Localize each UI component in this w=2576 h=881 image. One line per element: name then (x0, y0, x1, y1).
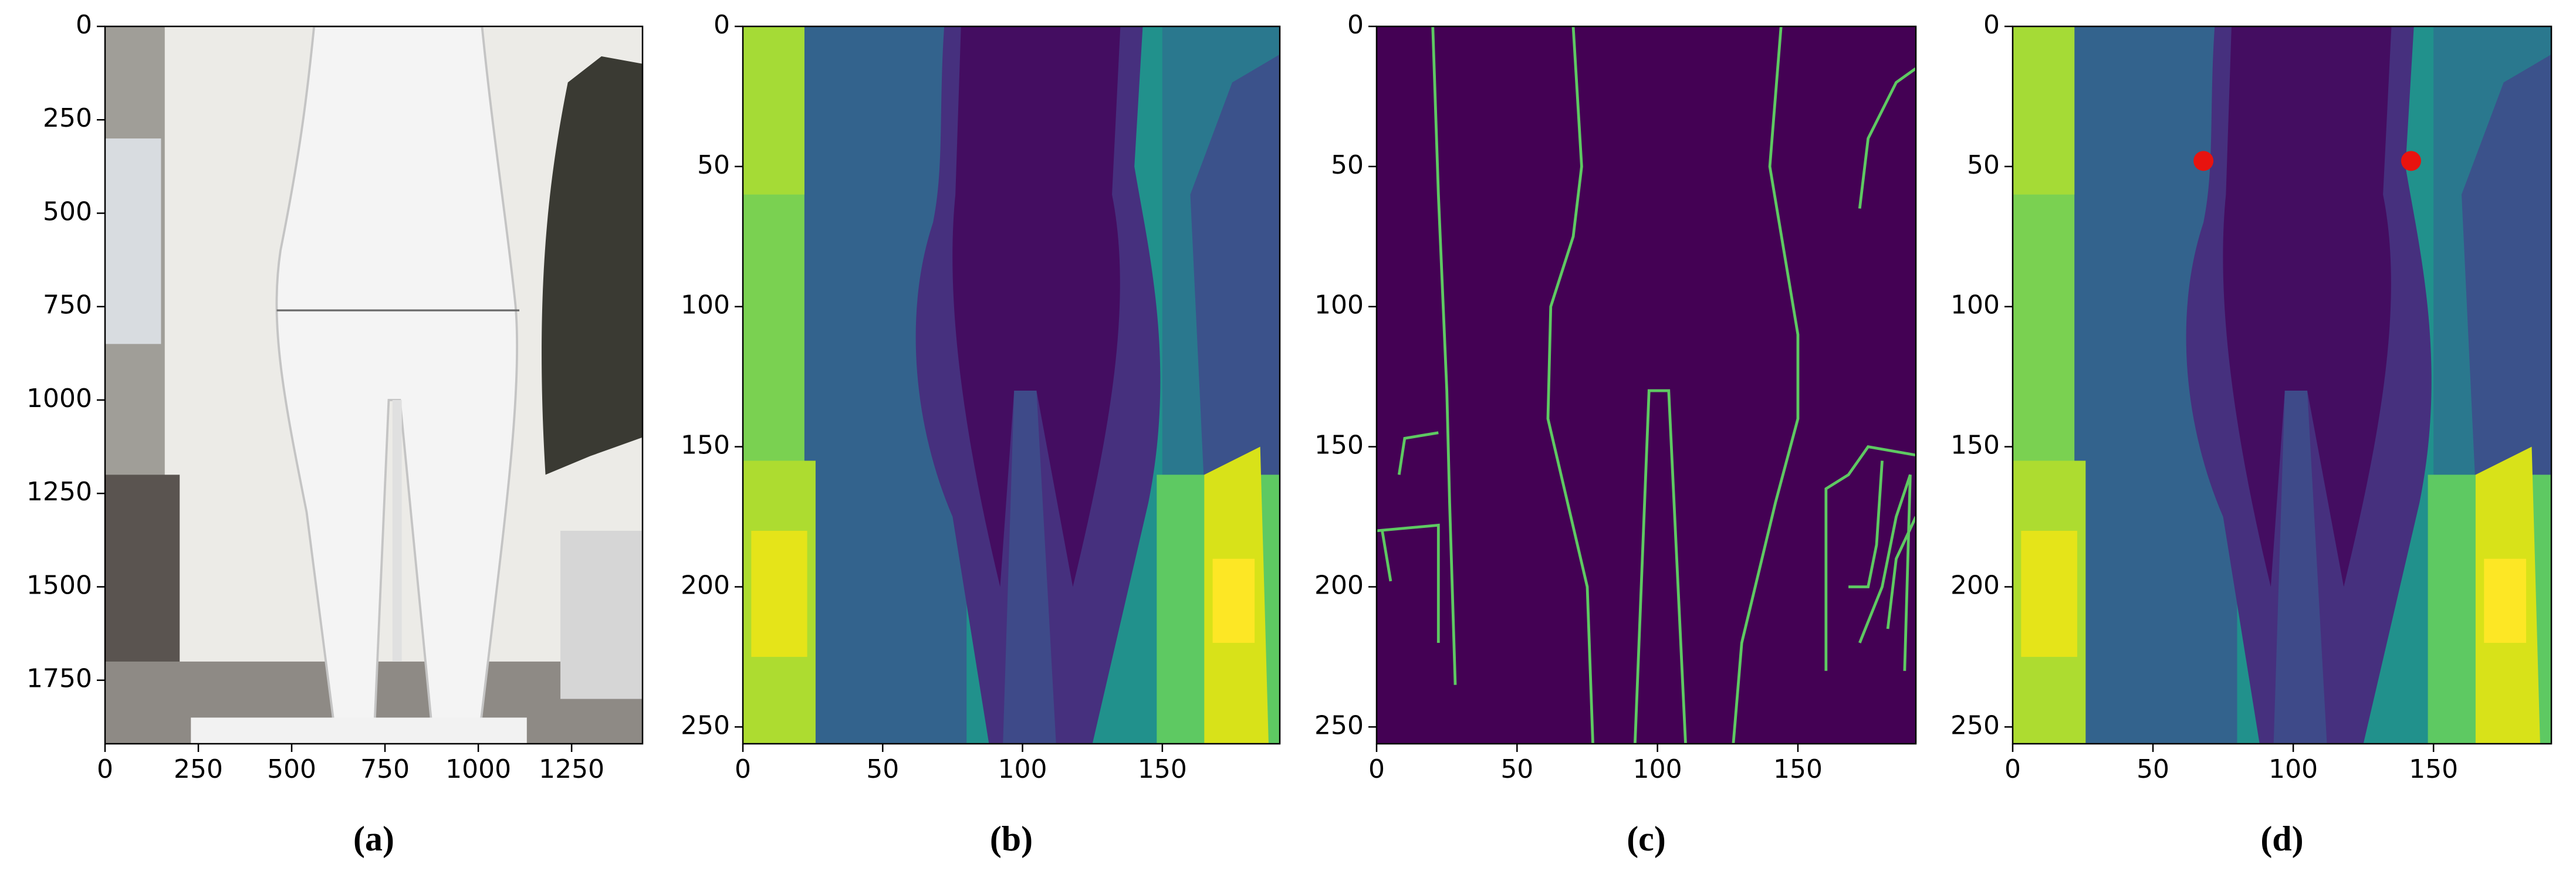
y-tick-label: 50 (1331, 150, 1364, 180)
y-tick-label: 750 (43, 290, 92, 320)
y-tick-label: 100 (1314, 290, 1364, 320)
y-tick-label: 0 (1347, 10, 1364, 40)
y-tick-label: 250 (681, 710, 730, 740)
y-tick-label: 0 (1983, 10, 2000, 40)
y-tick-label: 100 (681, 290, 730, 320)
x-tick-label: 100 (2269, 754, 2318, 784)
y-tick-label: 50 (697, 150, 730, 180)
y-tick-label: 150 (1950, 431, 2000, 460)
x-tick-label: 250 (174, 754, 223, 784)
y-tick-label: 150 (1314, 431, 1364, 460)
caption: (d) (2260, 819, 2303, 858)
y-tick-label: 1250 (26, 477, 92, 507)
x-tick-label: 100 (998, 754, 1047, 784)
caption: (c) (1627, 819, 1666, 858)
x-tick-label: 50 (866, 754, 899, 784)
caption: (a) (353, 819, 394, 858)
x-tick-label: 50 (2136, 754, 2169, 784)
x-tick-label: 150 (1773, 754, 1823, 784)
axes-frame (104, 25, 644, 745)
x-tick-label: 50 (1500, 754, 1533, 784)
axes-frame (742, 25, 1281, 745)
point (2193, 151, 2214, 171)
x-tick-label: 0 (1368, 754, 1385, 784)
edge-map (1377, 26, 1916, 744)
y-tick-label: 250 (1314, 710, 1364, 740)
caption: (b) (990, 819, 1033, 858)
y-tick-label: 250 (43, 103, 92, 133)
depth-map (2013, 26, 2551, 744)
x-tick-label: 750 (360, 754, 410, 784)
y-tick-label: 50 (1967, 150, 2000, 180)
y-tick-label: 200 (1950, 570, 2000, 600)
photo (105, 26, 643, 744)
y-tick-label: 200 (681, 570, 730, 600)
y-tick-label: 1500 (26, 570, 92, 600)
y-tick-label: 0 (76, 10, 92, 40)
y-tick-label: 1750 (26, 664, 92, 694)
y-tick-label: 200 (1314, 570, 1364, 600)
axes-frame (2012, 25, 2553, 745)
y-tick-label: 100 (1950, 290, 2000, 320)
x-tick-label: 500 (267, 754, 316, 784)
y-tick-label: 0 (714, 10, 730, 40)
x-tick-label: 0 (97, 754, 113, 784)
x-tick-label: 1000 (445, 754, 511, 784)
x-tick-label: 1250 (539, 754, 604, 784)
x-tick-label: 0 (2004, 754, 2021, 784)
y-tick-label: 1000 (26, 384, 92, 414)
y-tick-label: 150 (681, 431, 730, 460)
x-tick-label: 150 (1138, 754, 1187, 784)
y-tick-label: 500 (43, 196, 92, 226)
depth-map (743, 26, 1280, 744)
x-tick-label: 150 (2409, 754, 2458, 784)
y-tick-label: 250 (1950, 710, 2000, 740)
x-tick-label: 0 (735, 754, 751, 784)
point (2401, 151, 2421, 171)
axes-frame (1375, 25, 1917, 745)
x-tick-label: 100 (1633, 754, 1682, 784)
